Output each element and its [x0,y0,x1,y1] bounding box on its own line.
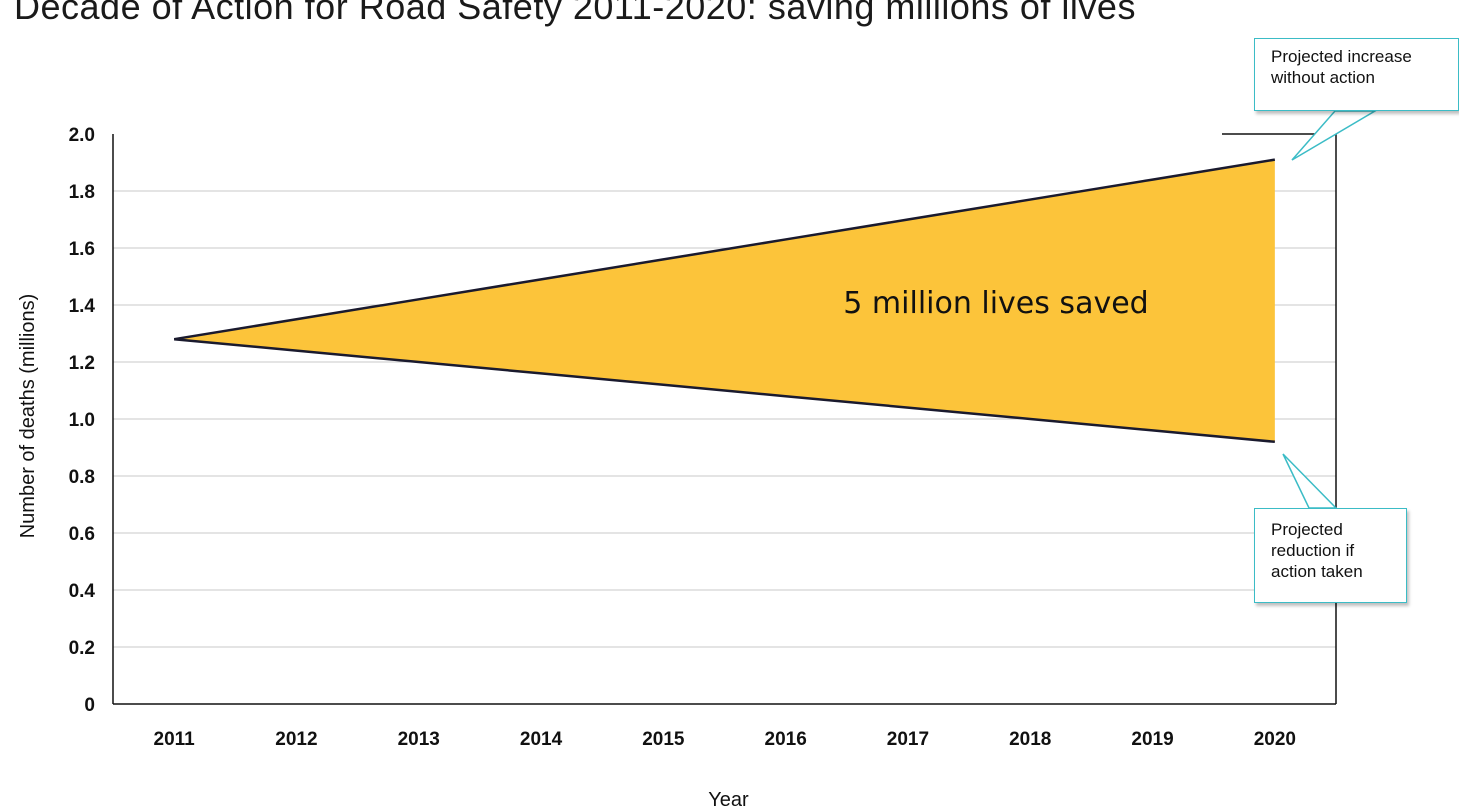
callout-lower: Projected reduction if action taken [1254,508,1407,603]
x-tick-label-2015: 2015 [642,729,685,750]
y-tick-label-0: 0 [84,695,95,716]
x-tick-label-2017: 2017 [887,729,929,750]
y-tick-label-10: 2.0 [69,125,95,146]
y-tick-label-7: 1.4 [69,296,96,317]
x-tick-label-2019: 2019 [1131,729,1173,750]
x-tick-label-2018: 2018 [1009,729,1051,750]
chart-title: Decade of Action for Road Safety 2011-20… [14,0,1136,27]
series-line-1 [174,337,1275,444]
x-tick-label-2016: 2016 [765,729,807,750]
x-tick-label-2011: 2011 [154,729,196,750]
x-axis-label: Year [708,789,749,809]
saved-area [174,159,1275,442]
y-tick-label-4: 0.8 [69,467,95,488]
y-tick-label-2: 0.4 [69,581,96,602]
lives-saved-annotation: 5 million lives saved [843,286,1148,321]
y-tick-label-1: 0.2 [69,638,95,659]
series-line-0 [173,158,1276,341]
y-tick-label-6: 1.2 [69,353,95,374]
callout-upper-pointer [1291,110,1378,161]
y-tick-label-5: 1.0 [69,410,95,431]
callout-upper-text: Projected increase without action [1271,47,1412,87]
y-tick-label-8: 1.6 [69,239,95,260]
callout-lower-text: Projected reduction if action taken [1271,520,1363,581]
callout-upper: Projected increase without action [1254,38,1459,111]
x-tick-label-2013: 2013 [398,729,440,750]
y-tick-label-9: 1.8 [69,182,95,203]
x-tick-label-2014: 2014 [520,729,563,750]
x-tick-label-2012: 2012 [275,729,317,750]
x-tick-label-2020: 2020 [1254,729,1296,750]
callout-lower-pointer [1282,453,1338,509]
y-axis-label: Number of deaths (millions) [17,294,39,539]
y-tick-label-3: 0.6 [69,524,95,545]
